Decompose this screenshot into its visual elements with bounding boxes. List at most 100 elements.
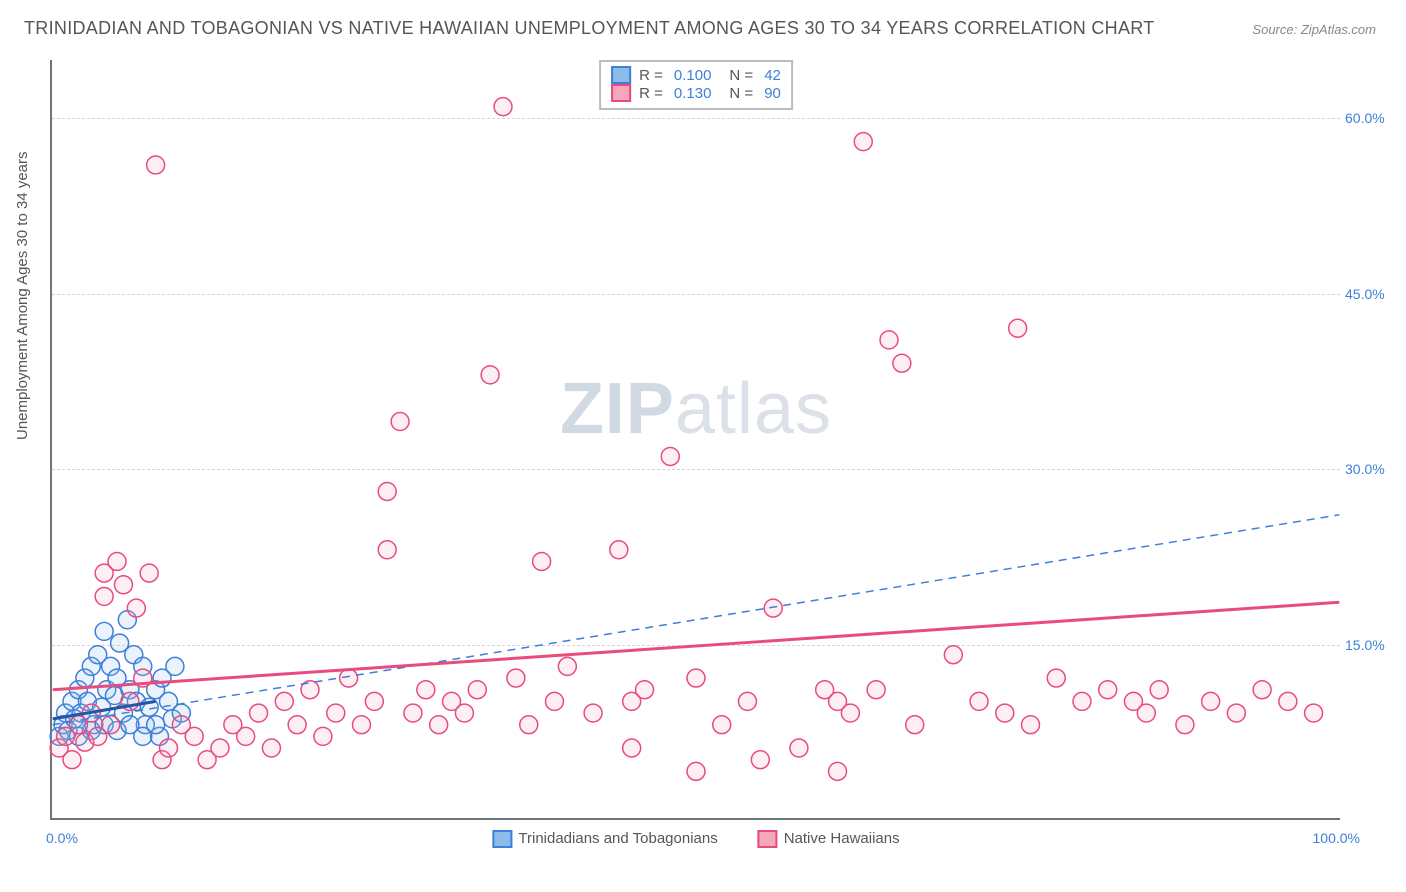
data-point	[127, 599, 145, 617]
data-point	[623, 739, 641, 757]
data-point	[262, 739, 280, 757]
data-point	[687, 762, 705, 780]
x-tick-max: 100.0%	[1313, 830, 1360, 846]
data-point	[1022, 716, 1040, 734]
plot-area: ZIPatlas 15.0%30.0%45.0%60.0% R =0.100N …	[50, 60, 1340, 820]
data-point	[288, 716, 306, 734]
chart-title: TRINIDADIAN AND TOBAGONIAN VS NATIVE HAW…	[24, 18, 1155, 39]
data-point	[661, 448, 679, 466]
data-point	[533, 552, 551, 570]
data-point	[1279, 692, 1297, 710]
data-point	[507, 669, 525, 687]
data-point	[430, 716, 448, 734]
data-point	[854, 133, 872, 151]
data-point	[751, 751, 769, 769]
legend-series-name: Trinidadians and Tobagonians	[518, 830, 717, 847]
source-label: Source: ZipAtlas.com	[1252, 22, 1376, 37]
legend-r-label: R =	[639, 85, 663, 102]
data-point	[764, 599, 782, 617]
data-point	[880, 331, 898, 349]
data-point	[996, 704, 1014, 722]
data-point	[237, 727, 255, 745]
data-point	[545, 692, 563, 710]
data-point	[185, 727, 203, 745]
data-point	[404, 704, 422, 722]
scatter-svg	[52, 60, 1340, 818]
legend-swatch	[492, 830, 512, 848]
data-point	[1253, 681, 1271, 699]
data-point	[1150, 681, 1168, 699]
y-tick-label: 15.0%	[1345, 637, 1400, 653]
source-prefix: Source:	[1252, 22, 1297, 37]
data-point	[160, 739, 178, 757]
data-point	[147, 156, 165, 174]
data-point	[378, 483, 396, 501]
y-tick-label: 30.0%	[1345, 461, 1400, 477]
data-point	[906, 716, 924, 734]
data-point	[481, 366, 499, 384]
data-point	[147, 716, 165, 734]
data-point	[95, 587, 113, 605]
data-point	[327, 704, 345, 722]
legend-n-value: 42	[764, 67, 781, 84]
y-axis-label: Unemployment Among Ages 30 to 34 years	[14, 151, 31, 440]
legend-r-label: R =	[639, 67, 663, 84]
data-point	[417, 681, 435, 699]
legend-series-name: Native Hawaiians	[784, 830, 900, 847]
data-point	[1047, 669, 1065, 687]
data-point	[468, 681, 486, 699]
legend-r-value: 0.100	[674, 67, 712, 84]
data-point	[455, 704, 473, 722]
data-point	[1137, 704, 1155, 722]
legend-n-label: N =	[729, 67, 753, 84]
y-tick-label: 45.0%	[1345, 286, 1400, 302]
legend-row: R =0.130N =90	[611, 84, 781, 102]
data-point	[391, 413, 409, 431]
data-point	[584, 704, 602, 722]
legend-swatch	[611, 66, 631, 84]
data-point	[1009, 319, 1027, 337]
data-point	[95, 622, 113, 640]
data-point	[893, 354, 911, 372]
data-point	[790, 739, 808, 757]
data-point	[353, 716, 371, 734]
data-point	[841, 704, 859, 722]
data-point	[713, 716, 731, 734]
legend-swatch	[758, 830, 778, 848]
data-point	[166, 657, 184, 675]
data-point	[867, 681, 885, 699]
data-point	[738, 692, 756, 710]
data-point	[140, 564, 158, 582]
data-point	[275, 692, 293, 710]
trend-line	[53, 515, 1340, 725]
source-link[interactable]: ZipAtlas.com	[1301, 22, 1376, 37]
data-point	[314, 727, 332, 745]
data-point	[829, 762, 847, 780]
data-point	[63, 751, 81, 769]
legend-swatch	[611, 84, 631, 102]
data-point	[636, 681, 654, 699]
x-tick-min: 0.0%	[46, 830, 78, 846]
data-point	[1176, 716, 1194, 734]
data-point	[610, 541, 628, 559]
data-point	[558, 657, 576, 675]
data-point	[211, 739, 229, 757]
data-point	[687, 669, 705, 687]
data-point	[365, 692, 383, 710]
data-point	[250, 704, 268, 722]
data-point	[970, 692, 988, 710]
y-tick-label: 60.0%	[1345, 110, 1400, 126]
legend-n-value: 90	[764, 85, 781, 102]
legend-item: Native Hawaiians	[758, 830, 900, 848]
data-point	[494, 98, 512, 116]
series-legend: Trinidadians and Tobagonians Native Hawai…	[492, 830, 899, 848]
legend-row: R = 0.100 N = 42	[611, 66, 781, 84]
data-point	[1227, 704, 1245, 722]
legend-item: Trinidadians and Tobagonians	[492, 830, 717, 848]
data-point	[520, 716, 538, 734]
legend-n-label: N =	[729, 85, 753, 102]
data-point	[944, 646, 962, 664]
correlation-legend: R =0.100N =42R =0.130N =90	[599, 60, 793, 110]
data-point	[1202, 692, 1220, 710]
data-point	[1305, 704, 1323, 722]
